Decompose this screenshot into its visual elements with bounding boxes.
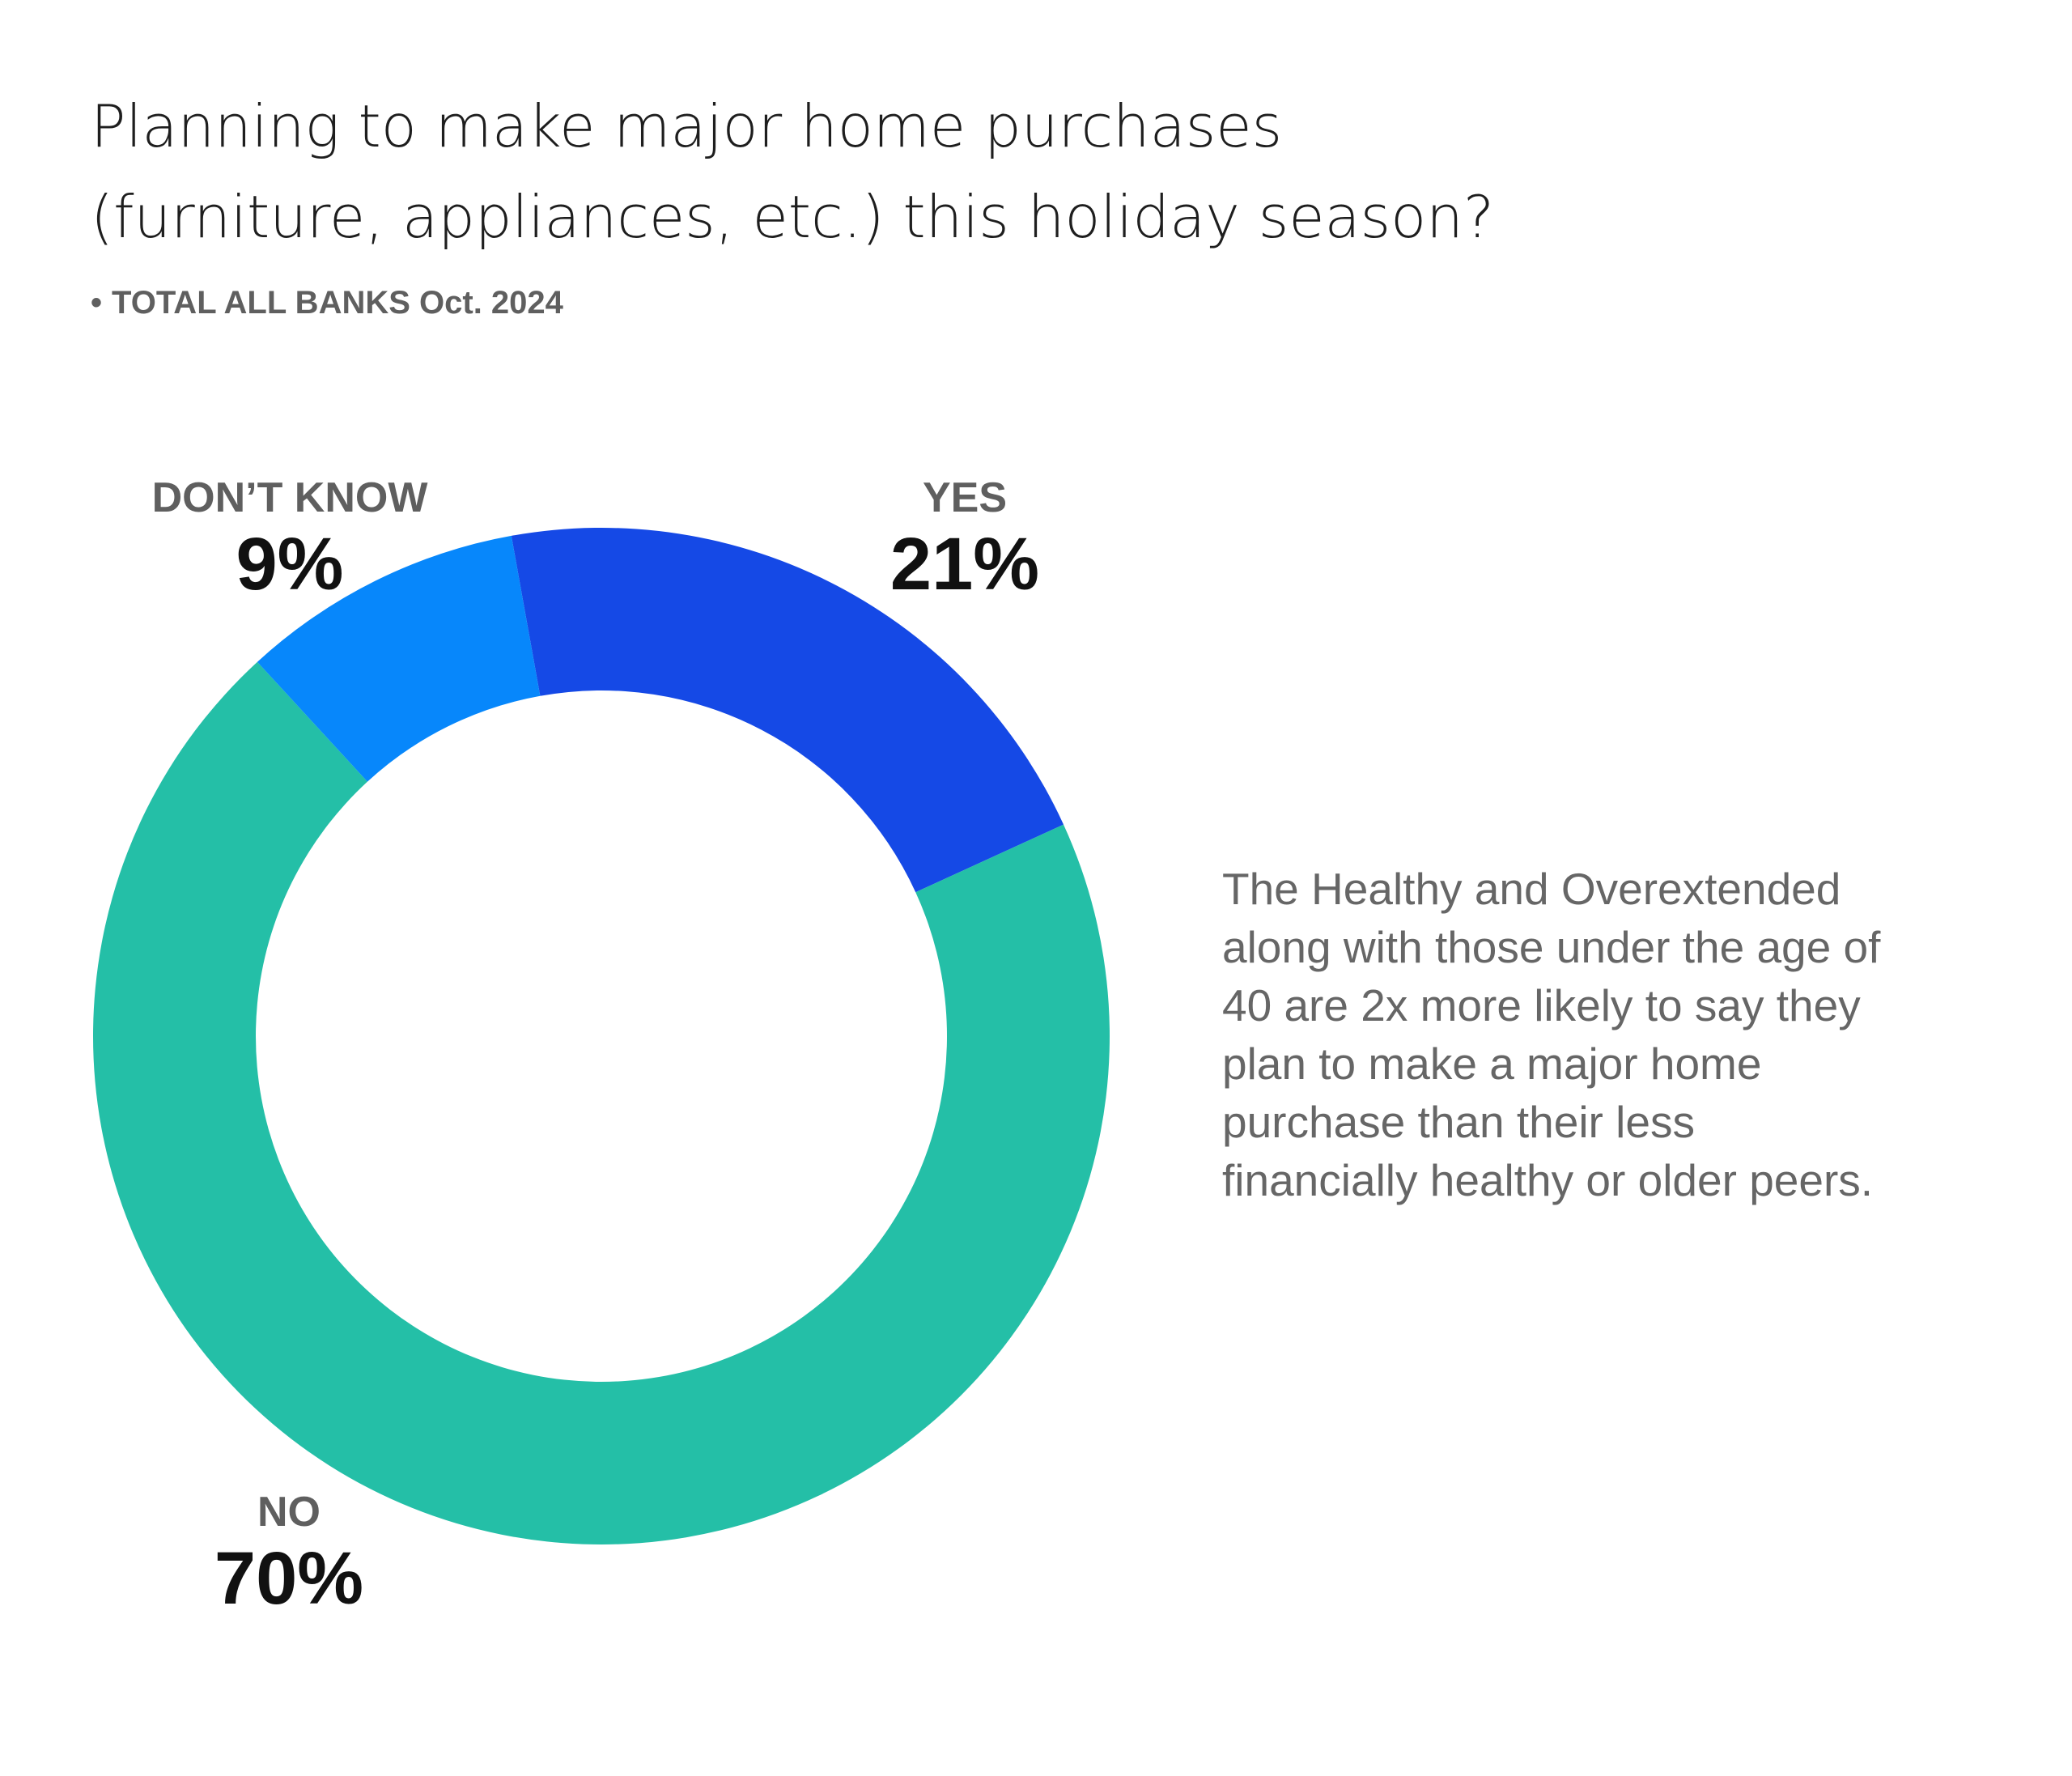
slice-category-yes: YES	[922, 474, 1008, 521]
annotation-line-2: along with those under the age of	[1222, 922, 1881, 972]
annotation-line-3: 40 are 2x more likely to say they	[1222, 980, 1861, 1030]
chart-subtitle: • TOTAL ALL BANKS Oct. 2024	[91, 285, 563, 321]
annotation-line-5: purchase than their less	[1222, 1097, 1695, 1147]
slice-label-dont-know: DON’T KNOW 9%	[152, 474, 428, 606]
annotation-line-4: plan to make a major home	[1222, 1039, 1762, 1089]
chart-title-line-1: Planning to make major home purchases	[91, 92, 1283, 160]
donut-slice-no	[93, 661, 1110, 1545]
annotation-text: The Healthy and Overextended along with …	[1222, 860, 2015, 1209]
slice-value-no: 70%	[214, 1537, 364, 1620]
annotation-line-1: The Healthy and Overextended	[1222, 864, 1841, 914]
annotation-line-6: financially healthy or older peers.	[1222, 1155, 1874, 1205]
chart-title-line-2: (furniture, appliances, etc.) this holid…	[91, 183, 1495, 251]
subtitle-bullet: •	[91, 285, 103, 321]
slice-label-yes: YES 21%	[890, 474, 1039, 606]
slice-category-dont-know: DON’T KNOW	[151, 474, 428, 521]
donut-slice-don-t-know	[257, 535, 541, 782]
slice-value-dont-know: 9%	[236, 523, 344, 605]
subtitle-text: TOTAL ALL BANKS Oct. 2024	[112, 285, 563, 321]
slice-label-no: NO 70%	[214, 1488, 363, 1621]
chart-title: Planning to make major home purchases (f…	[91, 81, 1628, 262]
slice-category-no: NO	[257, 1489, 321, 1536]
slice-value-yes: 21%	[890, 523, 1040, 605]
donut-slice-yes	[511, 528, 1064, 893]
